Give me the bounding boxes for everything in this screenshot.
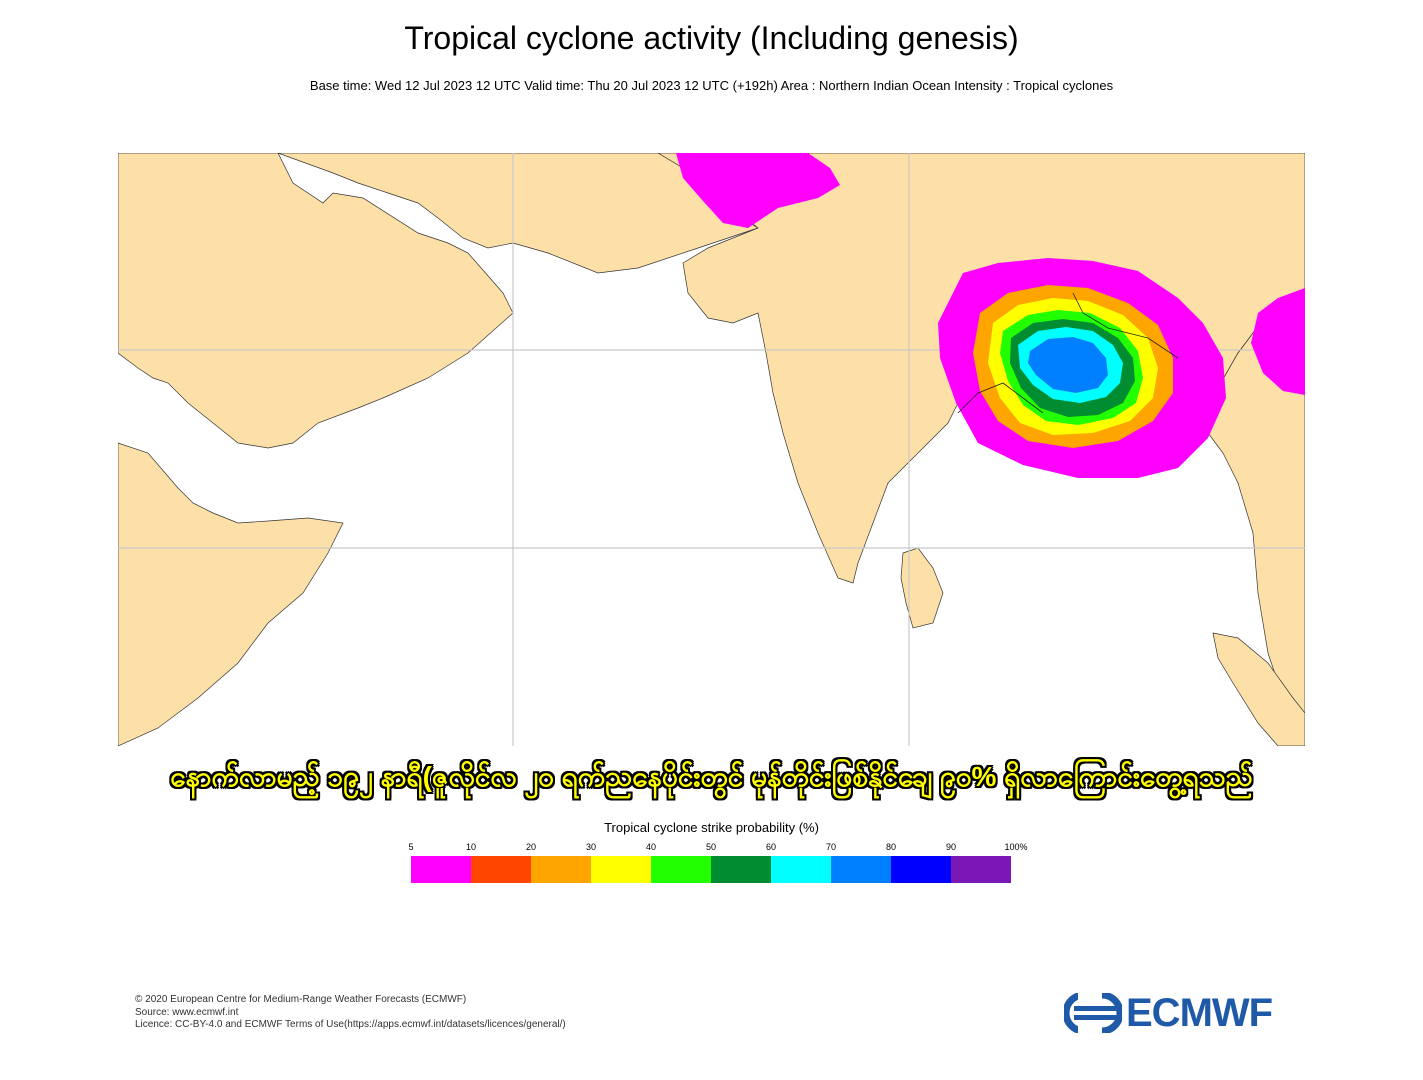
legend-swatch: [651, 856, 711, 883]
legend-swatch: [531, 856, 591, 883]
legend-tick: 90: [945, 842, 957, 852]
chart-title: Tropical cyclone activity (Including gen…: [404, 20, 1019, 56]
ecmwf-logo: ECMWF: [1064, 991, 1290, 1035]
ring-70: [1028, 337, 1108, 393]
chart-subtitle: Base time: Wed 12 Jul 2023 12 UTC Valid …: [309, 78, 1114, 93]
legend-swatch: [591, 856, 651, 883]
prob-area-east: [1251, 288, 1305, 395]
legend-tick: 40: [645, 842, 657, 852]
legend-title: Tropical cyclone strike probability (%): [604, 820, 819, 835]
coastline-details: [957, 292, 1179, 414]
legend-tick: 100%: [1004, 842, 1028, 852]
cyclone-probability-rings: [938, 258, 1226, 478]
footer-licence: Licence: CC-BY-4.0 and ECMWF Terms of Us…: [135, 1019, 566, 1030]
legend-swatch: [771, 856, 831, 883]
legend-tick: 70: [825, 842, 837, 852]
land-arabia: [118, 153, 514, 449]
land-srilanka: [900, 547, 944, 629]
legend-swatch: [891, 856, 951, 883]
footer-copyright: © 2020 European Centre for Medium-Range …: [135, 994, 467, 1005]
legend-tick: 60: [765, 842, 777, 852]
ecmwf-logo-icon: [1064, 993, 1122, 1033]
legend-tick: 10: [465, 842, 477, 852]
legend-swatch: [831, 856, 891, 883]
legend-tick: 20: [525, 842, 537, 852]
footer-source: Source: www.ecmwf.int: [135, 1006, 239, 1018]
legend-swatch: [951, 856, 1011, 883]
legend-swatch: [411, 856, 471, 883]
land-africa: [118, 442, 344, 746]
forecast-map: [118, 153, 1305, 746]
copyright-footer: © 2020 European Centre for Medium-Range …: [135, 994, 566, 1032]
prob-area-north: [676, 153, 840, 228]
legend-ticks: 5 10 20 30 40 50 60 70 80 90 100%: [408, 842, 1041, 854]
land-sumatra: [1212, 632, 1305, 746]
legend-colorbar: [411, 856, 1011, 883]
legend-tick: 50: [705, 842, 717, 852]
myanmar-caption: နောက်လာမည့် ၁၉၂ နာရီ(ဇူလိုင်လ ၂၀ ရက်ညနေပ…: [170, 761, 1253, 792]
legend-tick: 30: [585, 842, 597, 852]
legend-tick: 5: [408, 842, 414, 852]
legend-swatch: [711, 856, 771, 883]
ecmwf-logo-text: ECMWF: [1126, 991, 1273, 1035]
legend-tick: 80: [885, 842, 897, 852]
legend-swatch: [471, 856, 531, 883]
